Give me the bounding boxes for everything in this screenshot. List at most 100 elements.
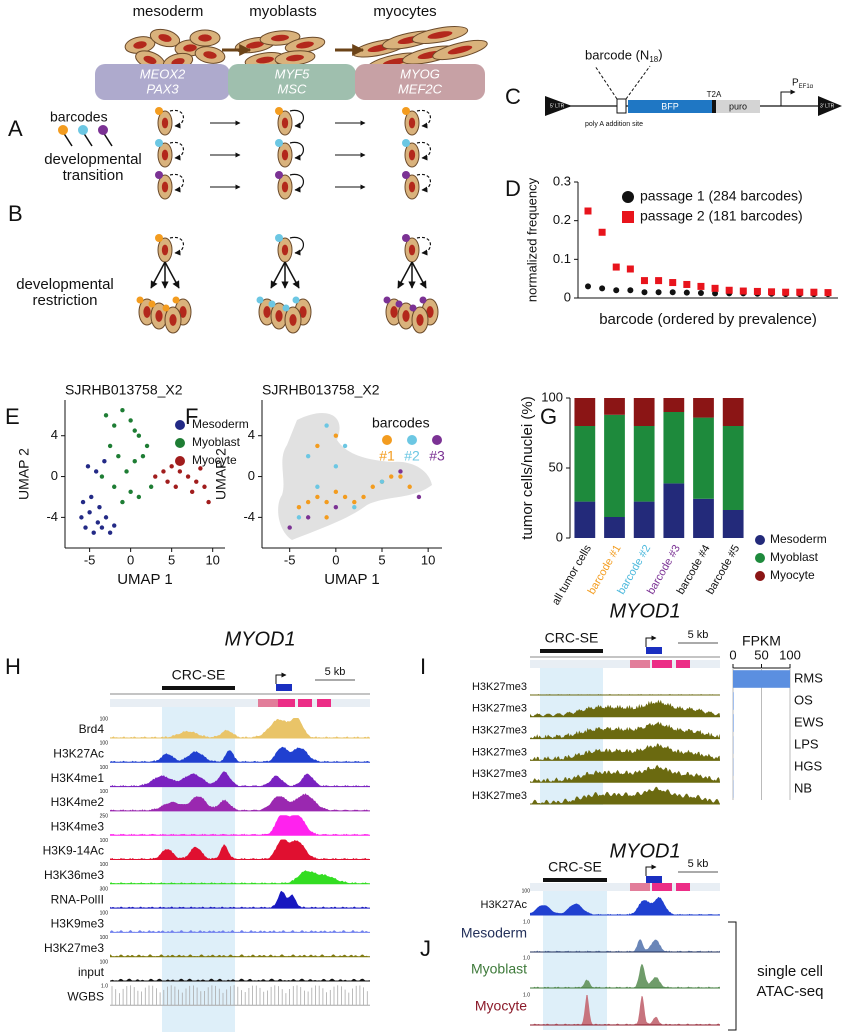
data-point (112, 423, 117, 428)
y-axis-label: tumor cells/nuclei (%) (519, 396, 536, 539)
barcode-dot (402, 234, 410, 242)
data-point (93, 469, 99, 474)
legend-marker (622, 211, 634, 223)
data-point (407, 484, 412, 489)
chromatin-state (652, 660, 672, 668)
data-point (641, 289, 648, 296)
nucleus (143, 55, 157, 65)
legend-label: Myocyte (770, 568, 815, 582)
barcode-guide (594, 65, 618, 100)
enhancer-bar (162, 686, 235, 690)
bar-segment (663, 398, 685, 412)
nucleus (143, 306, 151, 318)
bar-segment (693, 498, 714, 538)
data-point (91, 530, 96, 535)
tss-arrow (645, 635, 657, 647)
data-point (584, 207, 592, 215)
cell (194, 46, 226, 64)
nucleus (263, 306, 271, 318)
data-point (379, 479, 385, 484)
data-point (315, 443, 320, 449)
bar-segment (604, 414, 625, 517)
nucleus (171, 58, 185, 66)
track-scale: 100 (100, 911, 109, 917)
enhancer-bar (543, 878, 607, 882)
data-point (132, 428, 137, 433)
y-tick-label: 0.1 (553, 251, 571, 266)
track-label: Myoblast (471, 961, 527, 977)
barcode-dot (383, 296, 391, 304)
data-point (169, 464, 174, 469)
data-point (87, 510, 92, 515)
barcode-label-end: ) (658, 47, 662, 62)
track-scale: 100 (100, 741, 109, 747)
legend-label: #1 (379, 448, 395, 464)
data-point (598, 228, 606, 236)
panel-letter: I (420, 654, 426, 679)
data-point (305, 515, 311, 520)
chromatin-strip (530, 883, 720, 891)
y-tick-label: 0 (556, 529, 563, 544)
cell (404, 142, 420, 168)
data-point (613, 287, 620, 294)
barcode-guide (625, 65, 651, 100)
division-arrow (150, 261, 166, 289)
data-point (305, 453, 311, 459)
data-point (124, 469, 129, 474)
panel-letter: B (8, 201, 23, 226)
data-point (95, 520, 101, 525)
bar-segment (693, 398, 714, 418)
track-scale: 100 (100, 935, 109, 941)
data-point (89, 494, 94, 500)
gene-title: MYOD1 (609, 600, 680, 622)
puro-label: puro (729, 101, 747, 111)
data-point (824, 289, 832, 297)
nucleus (286, 54, 304, 62)
scale-label: 5 kb (688, 858, 709, 870)
data-point (669, 289, 676, 296)
self-renewal-arrow (169, 173, 184, 193)
barcode-dot (275, 107, 283, 115)
x-axis-label: barcode (ordered by prevalence) (599, 311, 817, 328)
barcode-dot (275, 234, 283, 242)
cell (404, 110, 420, 136)
data-point (324, 423, 329, 428)
track-label: H3K4me1 (51, 771, 105, 785)
panel-letter: H (5, 654, 21, 679)
bar-segment (574, 398, 596, 426)
cell (189, 29, 221, 47)
self-renewal-arrow (169, 141, 184, 161)
data-point (655, 289, 662, 296)
data-point (165, 479, 170, 484)
division-arrow (397, 261, 413, 289)
scale-label: 5 kb (688, 629, 709, 641)
panel-a-label: transition (63, 167, 124, 184)
nucleus (296, 41, 314, 49)
signal-track (530, 786, 720, 804)
data-point (296, 515, 302, 520)
category-label: HGS (794, 758, 823, 773)
category-label: NB (794, 780, 812, 795)
legend-label: #2 (404, 448, 420, 464)
panel-letter: J (420, 936, 431, 961)
bar-segment (574, 426, 596, 502)
data-point (333, 489, 339, 495)
data-point (782, 288, 790, 296)
gene-model (646, 876, 662, 883)
legend-label: Mesoderm (192, 417, 249, 431)
marker-box (355, 64, 485, 100)
track-scale: 1.0 (523, 992, 530, 998)
panel-letter: A (8, 116, 23, 141)
nucleus (155, 310, 163, 322)
chromatin-state (652, 883, 672, 891)
signal-track (110, 870, 370, 884)
promoter-subscript: EF1α (799, 84, 814, 90)
data-point (585, 283, 591, 290)
bar (733, 670, 790, 688)
nucleus (427, 31, 453, 39)
data-point (107, 443, 113, 449)
data-point (153, 474, 158, 479)
track-scale: 100 (100, 862, 109, 868)
y-tick-label: 0.3 (553, 173, 571, 188)
data-point (112, 484, 117, 489)
